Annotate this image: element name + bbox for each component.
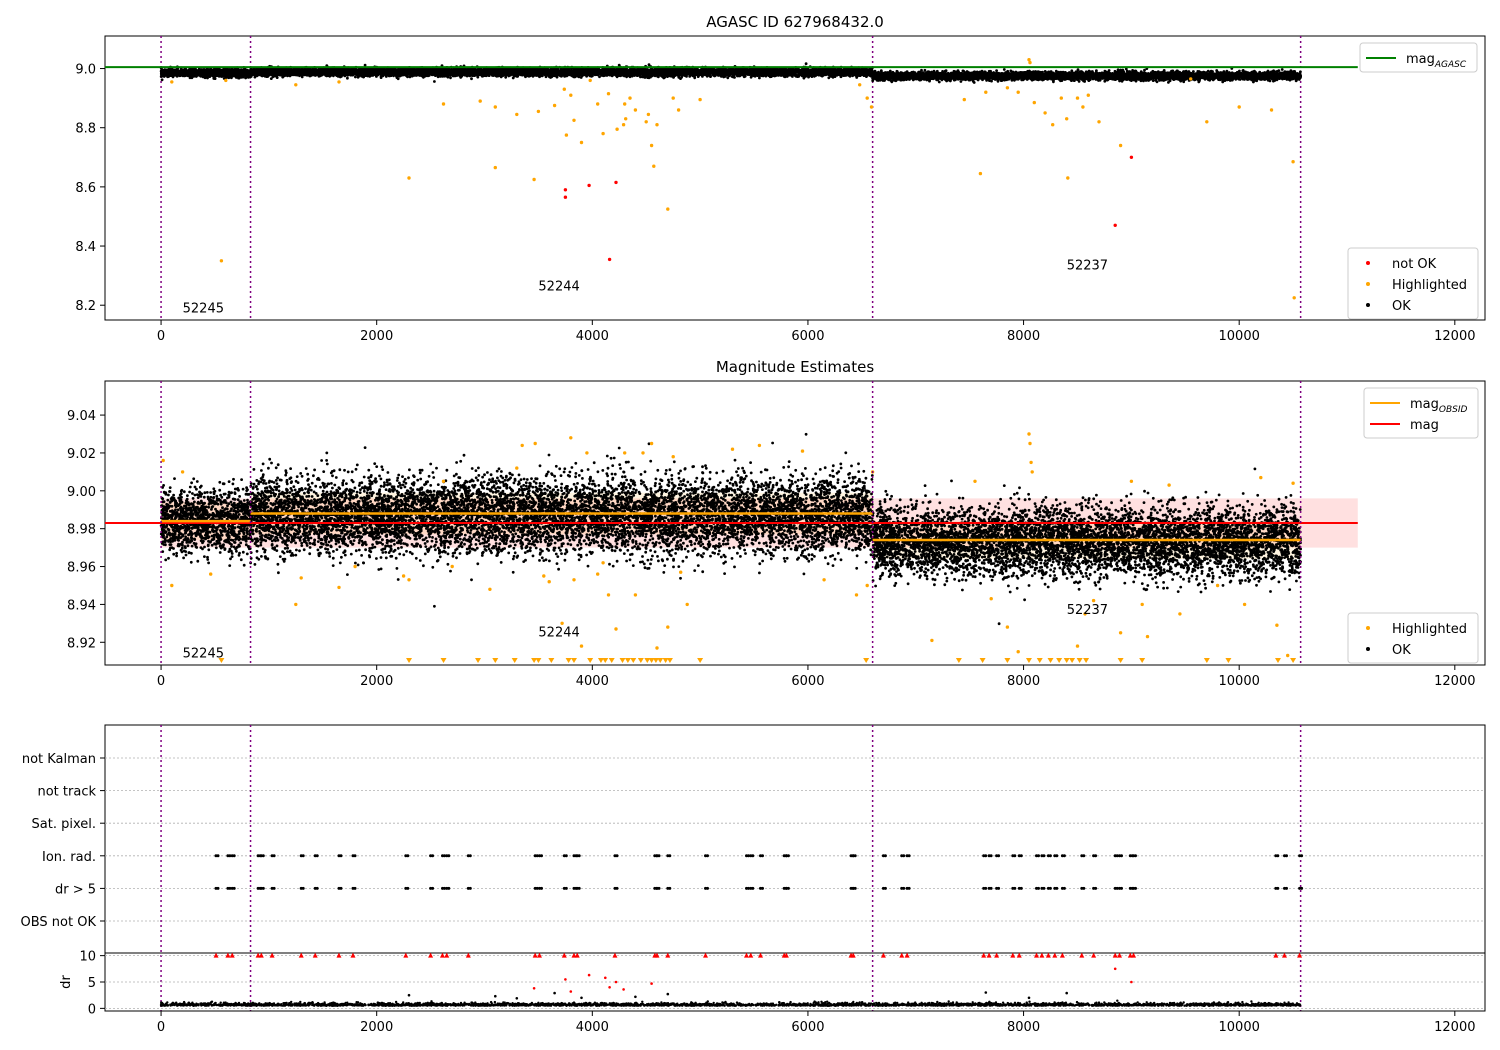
ok-point (159, 72, 163, 76)
ok-point (174, 73, 178, 76)
ok-point (216, 73, 220, 77)
ok-point (171, 70, 175, 74)
ok-point (243, 73, 247, 76)
ok-point (200, 68, 203, 72)
ok-point (206, 71, 210, 75)
ok-point (213, 73, 217, 76)
ok-point (228, 69, 232, 73)
ok-point (232, 72, 236, 76)
ok-point (237, 76, 240, 80)
ok-point (235, 74, 239, 77)
ok-point (758, 76, 761, 80)
ok-point (193, 71, 197, 75)
ok-point (346, 76, 349, 80)
ok-point (232, 68, 236, 72)
panel1-frame (104, 35, 1486, 321)
ok-point (240, 74, 243, 78)
ok-point (168, 72, 172, 75)
ok-point (189, 75, 193, 79)
ok-point (163, 73, 167, 77)
ok-point (218, 74, 222, 78)
ok-point (236, 69, 240, 73)
ok-point (205, 75, 209, 78)
ok-point (190, 72, 194, 75)
panel1-title: AGASC ID 627968432.0 (706, 13, 884, 31)
ok-point (224, 75, 228, 79)
ok-point (243, 70, 247, 74)
ok-point (209, 69, 213, 73)
ok-point (198, 71, 201, 75)
ok-point (171, 75, 175, 79)
ok-point (160, 78, 164, 82)
ok-point (218, 71, 222, 74)
ok-point (222, 68, 226, 72)
panel2-title: Magnitude Estimates (716, 358, 874, 376)
ok-point (162, 69, 166, 73)
ok-point (184, 70, 188, 74)
ok-point (246, 71, 250, 74)
ok-point (225, 73, 228, 76)
ok-point (237, 72, 241, 75)
panel1-ok-points (159, 62, 1302, 84)
ok-point (179, 74, 182, 77)
